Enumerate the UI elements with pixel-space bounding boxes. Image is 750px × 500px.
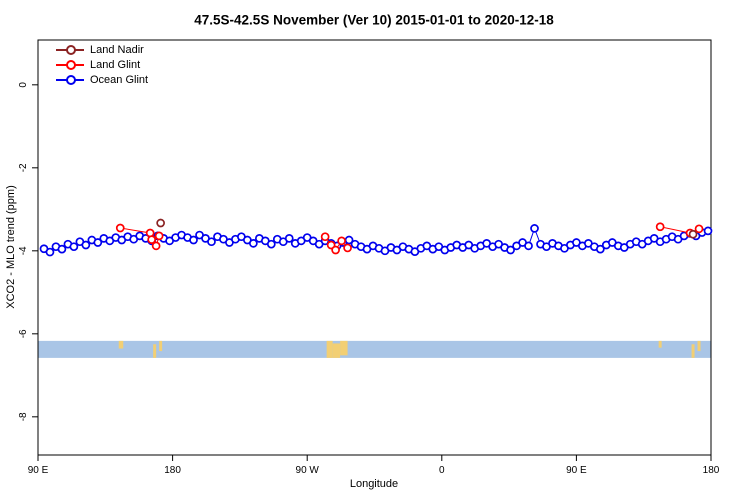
legend-label: Land Glint [90,58,141,71]
map-band-land [326,340,333,358]
ocean-glint-point [45,247,55,257]
ocean-glint-point [703,226,713,236]
land-glint-point [147,235,157,244]
land-glint-point [151,241,161,251]
land-glint-point [154,231,164,241]
land-glint-point [320,232,330,242]
ocean-glint-point [530,224,539,233]
y-tick-label: -8 [18,412,29,421]
ocean-glint-point [284,234,294,243]
legend-item-ocean-glint: Ocean Glint [56,72,148,87]
land-glint-point [343,243,352,253]
legend-label: Land Nadir [90,43,144,56]
x-tick-label: 90 W [296,465,320,476]
ocean-glint-marker-icon [56,74,84,86]
ocean-glint-point [57,244,67,254]
ocean-glint-point [266,239,276,249]
land-nadir-marker-icon [56,44,84,56]
ocean-glint-point [207,237,216,247]
map-band-land [691,344,695,358]
ocean-glint-point [189,235,198,245]
map-band-land [118,340,124,349]
land-nadir-point [156,218,165,228]
map-band-land [658,340,662,348]
ocean-glint-point [595,244,605,254]
ocean-glint-point [93,238,103,247]
x-tick-label: 180 [703,465,720,476]
legend: Land Nadir Land Glint Ocean Glint [56,42,148,87]
x-tick-label: 0 [439,465,445,476]
ocean-glint-point [81,240,91,250]
land-glint-point [337,236,346,246]
land-glint-point [694,224,704,234]
land-glint-point [331,245,340,255]
land-glint-point [115,223,125,233]
ocean-glint-point [69,242,79,252]
land-glint-marker-icon [56,59,84,71]
land-nadir-point [688,229,698,239]
map-band-land [697,340,701,352]
legend-item-land-nadir: Land Nadir [56,42,148,57]
chart-title: 47.5S-42.5S November (Ver 10) 2015-01-01… [194,12,554,28]
plot-border [37,39,712,456]
ocean-glint-point [524,241,533,251]
map-band-ocean [38,340,711,358]
land-glint-point [655,222,665,232]
y-tick-label: -4 [18,246,29,255]
y-tick-label: -6 [18,329,29,338]
map-band-land [153,344,157,358]
x-tick-label: 90 E [566,465,587,476]
y-tick-label: 0 [18,82,29,88]
y-tick-label: -2 [18,163,29,172]
x-tick-label: 90 E [28,465,49,476]
map-band-land [159,340,163,352]
map-band-land [332,343,341,358]
map-band-land [340,340,348,356]
legend-item-land-glint: Land Glint [56,57,148,72]
ocean-glint-point [249,239,258,248]
x-tick-label: 180 [164,465,181,476]
legend-label: Ocean Glint [90,73,149,86]
ocean-glint-point [506,245,515,255]
x-axis-label: Longitude [349,478,399,490]
